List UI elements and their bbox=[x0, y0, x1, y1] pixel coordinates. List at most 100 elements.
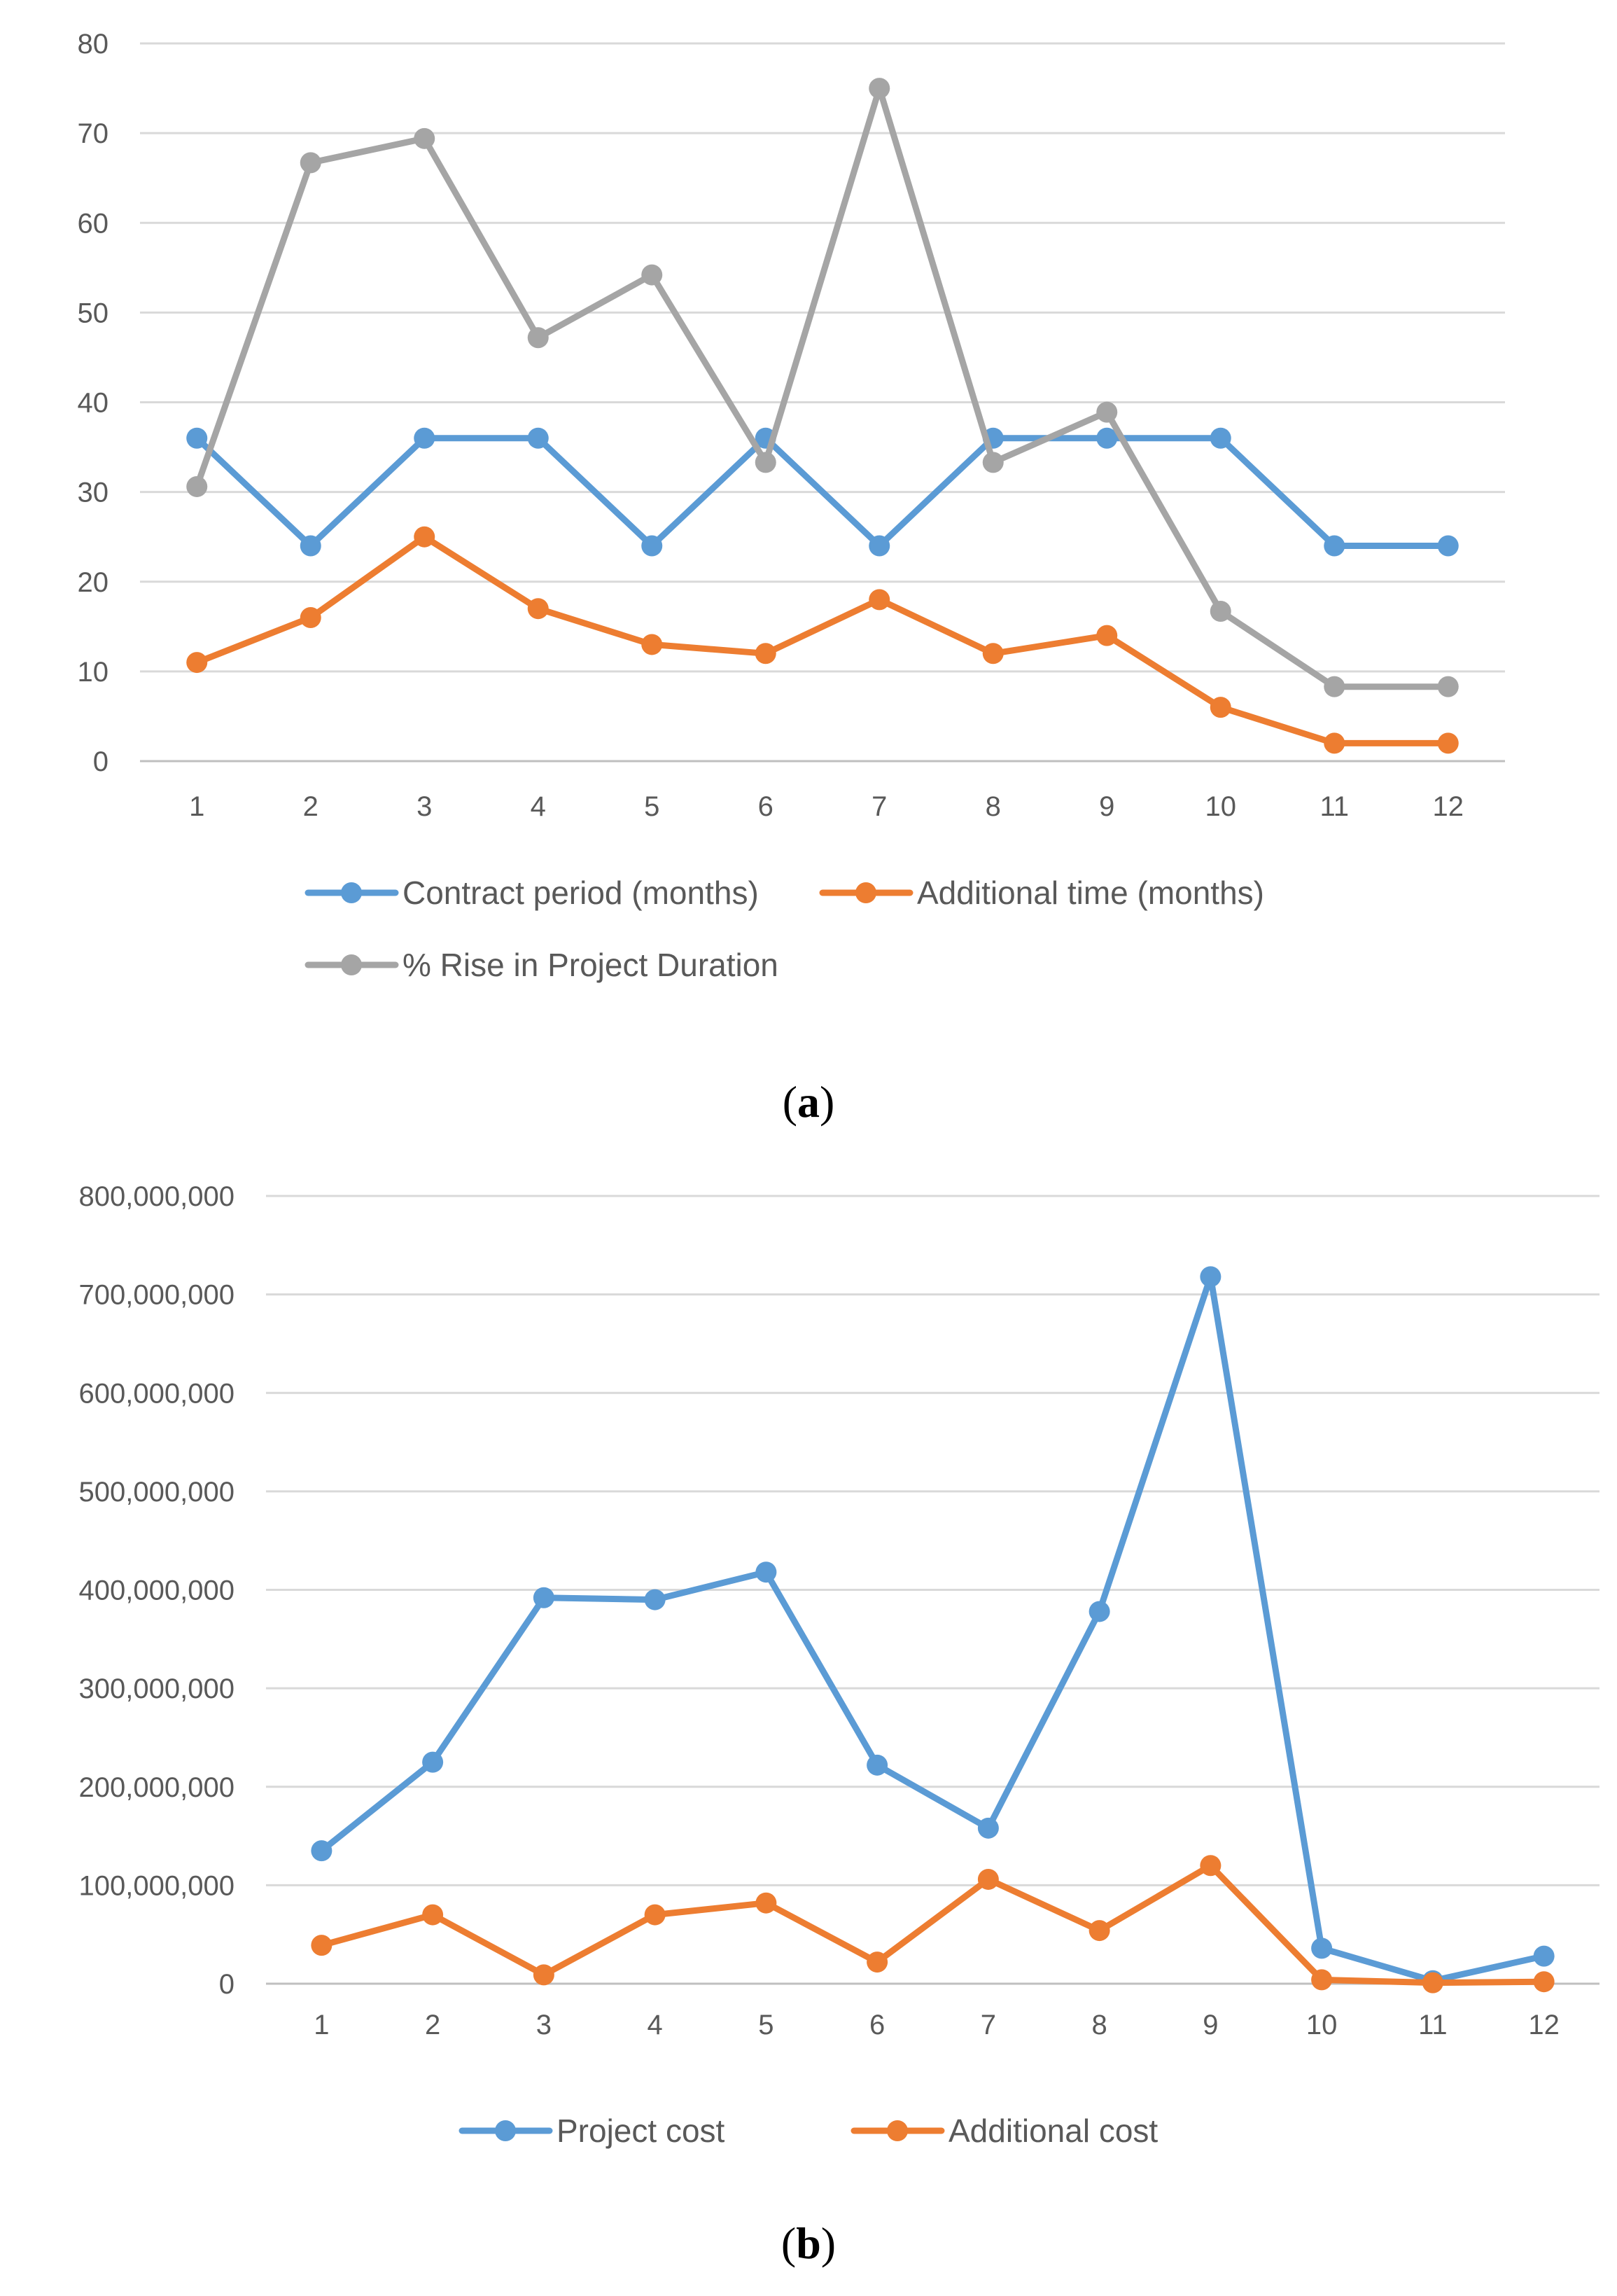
series-line-a-1 bbox=[193, 534, 1452, 746]
data-point-a-0-1 bbox=[300, 535, 321, 557]
data-point-a-1-9 bbox=[1210, 697, 1231, 718]
y-tick-label-a-0: 0 bbox=[93, 746, 108, 777]
data-point-b-0-8 bbox=[1200, 1266, 1222, 1288]
data-point-b-1-9 bbox=[1311, 1969, 1333, 1991]
data-point-b-1-7 bbox=[1088, 1920, 1110, 1942]
x-tick-label-b-2: 3 bbox=[536, 2010, 552, 2040]
data-point-b-1-11 bbox=[1533, 1971, 1555, 1993]
y-tick-label-b-2: 200,000,000 bbox=[79, 1772, 234, 1803]
data-point-b-0-9 bbox=[1311, 1937, 1333, 1959]
y-tick-label-b-7: 700,000,000 bbox=[79, 1280, 234, 1311]
caption-a: (a) bbox=[783, 1077, 835, 1127]
x-tick-label-b-9: 10 bbox=[1306, 2010, 1338, 2040]
data-point-b-0-4 bbox=[755, 1561, 777, 1583]
y-tick-label-b-0: 0 bbox=[219, 1969, 234, 2000]
x-tick-label-a-6: 7 bbox=[872, 791, 887, 822]
data-point-a-2-5 bbox=[755, 452, 776, 473]
data-point-a-0-8 bbox=[1096, 427, 1118, 449]
x-tick-label-b-7: 8 bbox=[1092, 2010, 1107, 2040]
data-point-b-1-0 bbox=[311, 1935, 332, 1956]
caption-letter-a: a bbox=[797, 1077, 820, 1127]
data-point-a-1-0 bbox=[186, 652, 208, 674]
data-point-b-1-6 bbox=[977, 1868, 999, 1890]
data-point-a-2-3 bbox=[527, 327, 549, 349]
data-point-a-2-0 bbox=[186, 475, 208, 497]
data-point-b-0-5 bbox=[867, 1754, 888, 1776]
legend-label-a-2: % Rise in Project Duration bbox=[402, 947, 778, 983]
y-tick-label-a-1: 10 bbox=[78, 657, 109, 688]
legend-label-a-0: Contract period (months) bbox=[402, 875, 759, 911]
data-point-b-0-1 bbox=[422, 1751, 444, 1773]
data-point-a-2-7 bbox=[982, 452, 1004, 473]
x-tick-label-a-5: 6 bbox=[758, 791, 774, 822]
legend-marker-a-1 bbox=[855, 882, 876, 903]
x-tick-label-b-0: 1 bbox=[314, 2010, 329, 2040]
caption-letter-b: b bbox=[796, 2218, 821, 2268]
data-point-a-2-4 bbox=[641, 264, 663, 286]
data-point-a-2-11 bbox=[1437, 676, 1459, 697]
data-point-b-0-0 bbox=[311, 1840, 332, 1862]
x-tick-label-b-4: 5 bbox=[758, 2010, 774, 2040]
data-point-a-1-7 bbox=[982, 643, 1004, 665]
data-point-a-0-11 bbox=[1437, 535, 1459, 557]
data-point-b-1-10 bbox=[1422, 1972, 1443, 1994]
y-tick-label-a-8: 80 bbox=[78, 29, 109, 60]
y-tick-label-a-2: 20 bbox=[78, 567, 109, 598]
data-point-b-0-7 bbox=[1088, 1601, 1110, 1622]
x-tick-label-b-8: 9 bbox=[1203, 2010, 1218, 2040]
data-point-a-2-6 bbox=[869, 78, 890, 99]
data-point-a-2-9 bbox=[1210, 601, 1231, 622]
data-point-a-2-1 bbox=[300, 152, 321, 174]
series-line-b-1 bbox=[318, 1862, 1548, 1987]
x-tick-label-a-1: 2 bbox=[303, 791, 318, 822]
legend-marker-a-2 bbox=[341, 954, 362, 975]
data-point-a-0-0 bbox=[186, 427, 208, 449]
legend-label-a-1: Additional time (months) bbox=[917, 875, 1264, 911]
chart-b-cost: 0 100,000,000 200,000,000 300,000,000 400,00… bbox=[79, 1181, 1600, 2268]
y-tick-label-b-4: 400,000,000 bbox=[79, 1575, 234, 1606]
x-tick-label-b-10: 11 bbox=[1418, 2010, 1448, 2040]
y-tick-label-b-1: 100,000,000 bbox=[79, 1870, 234, 1901]
data-point-a-0-2 bbox=[414, 427, 435, 449]
x-tick-label-a-2: 3 bbox=[416, 791, 432, 822]
x-tick-label-b-1: 2 bbox=[425, 2010, 440, 2040]
data-point-a-1-2 bbox=[414, 526, 435, 548]
data-point-a-1-11 bbox=[1437, 732, 1459, 754]
x-tick-label-a-8: 9 bbox=[1099, 791, 1114, 822]
x-tick-label-b-3: 4 bbox=[648, 2010, 663, 2040]
data-point-b-1-5 bbox=[867, 1951, 888, 1973]
data-point-a-1-4 bbox=[641, 634, 663, 655]
y-tick-label-a-4: 40 bbox=[78, 388, 109, 419]
y-tick-label-a-7: 70 bbox=[78, 118, 109, 149]
data-point-b-1-2 bbox=[533, 1964, 554, 1986]
x-tick-label-a-0: 1 bbox=[189, 791, 204, 822]
legend-marker-b-0 bbox=[495, 2120, 516, 2141]
data-point-b-1-3 bbox=[644, 1904, 666, 1926]
data-point-b-0-2 bbox=[533, 1587, 554, 1608]
data-point-a-1-10 bbox=[1324, 732, 1345, 754]
legend-marker-b-1 bbox=[887, 2120, 908, 2141]
y-tick-label-b-6: 600,000,000 bbox=[79, 1378, 234, 1409]
y-tick-label-b-5: 500,000,000 bbox=[79, 1477, 234, 1508]
y-tick-label-a-6: 60 bbox=[78, 208, 109, 239]
data-point-a-1-1 bbox=[300, 607, 321, 628]
legend-label-b-0: Project cost bbox=[556, 2113, 725, 2149]
series-line-b-0 bbox=[318, 1273, 1548, 1984]
x-tick-label-a-10: 11 bbox=[1320, 791, 1349, 822]
x-tick-label-a-3: 4 bbox=[531, 791, 546, 822]
data-point-a-2-8 bbox=[1096, 401, 1118, 423]
data-point-a-0-6 bbox=[869, 535, 890, 557]
legend-marker-a-0 bbox=[341, 882, 362, 903]
x-tick-label-b-5: 6 bbox=[869, 2010, 885, 2040]
data-point-a-1-8 bbox=[1096, 625, 1118, 646]
y-tick-label-a-5: 50 bbox=[78, 298, 109, 328]
data-point-b-0-11 bbox=[1533, 1945, 1555, 1967]
y-tick-label-b-8: 800,000,000 bbox=[79, 1181, 234, 1212]
x-tick-label-a-11: 12 bbox=[1433, 791, 1464, 822]
data-point-a-1-5 bbox=[755, 643, 776, 665]
data-point-a-0-9 bbox=[1210, 427, 1231, 449]
x-tick-label-a-4: 5 bbox=[644, 791, 659, 822]
data-point-a-2-10 bbox=[1324, 676, 1345, 697]
